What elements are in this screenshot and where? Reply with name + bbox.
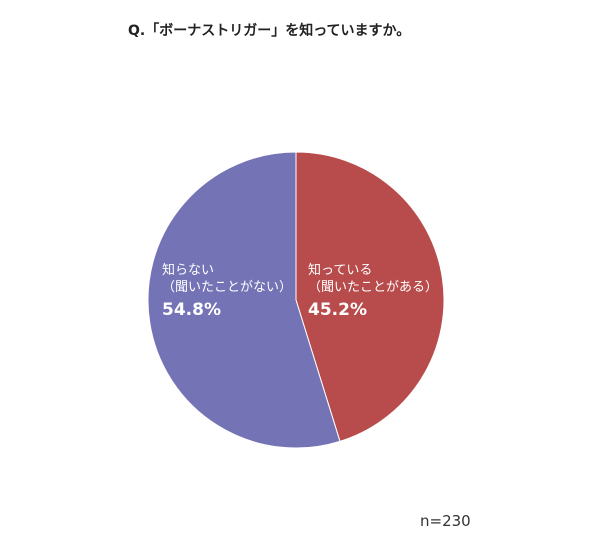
pie-slice [295,151,445,442]
chart-title: Q.「ボーナストリガー」を知っていますか。 [128,23,411,39]
pie-slice [147,151,341,449]
value-label: 54.8% [162,300,221,320]
value-label: 45.2% [308,300,367,320]
slice-label: 知らない （聞いたことがない） [162,263,293,295]
slice-label: 知っている （聞いたことがある） [308,263,439,295]
sample-size: n=230 [420,512,471,530]
